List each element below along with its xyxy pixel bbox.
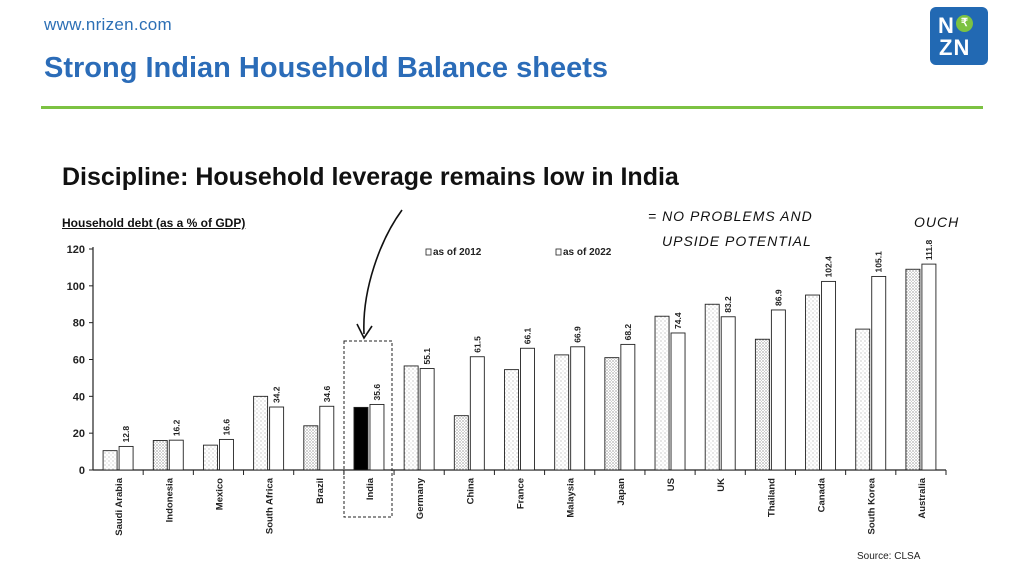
data-label: 55.1 [422, 348, 432, 365]
data-label: 16.2 [171, 419, 181, 436]
category-label: Japan [616, 478, 627, 506]
y-tick-label: 40 [73, 391, 85, 403]
bar-2012 [504, 369, 519, 471]
handwritten-note-ouch: OUCH [914, 214, 959, 230]
chart-heading: Discipline: Household leverage remains l… [62, 163, 679, 191]
category-label: South Korea [867, 477, 878, 534]
data-label: 34.2 [272, 386, 282, 403]
bar-2022 [921, 263, 937, 471]
data-label: 61.5 [472, 336, 482, 353]
chart-labels: 12.8 Saudi Arabia 16.2 Indonesia 16.6 Mexico 3… [114, 239, 934, 535]
category-label: Saudi Arabia [114, 477, 125, 535]
category-label: UK [716, 478, 727, 492]
category-label: Indonesia [164, 477, 175, 522]
bar-2022 [168, 439, 184, 471]
legend-label-2022: as of 2022 [563, 247, 612, 258]
data-label: 66.9 [573, 326, 583, 343]
logo-letters-zn: ZN [939, 35, 971, 60]
bar-2022 [469, 356, 485, 471]
data-label: 68.2 [623, 324, 633, 341]
category-label: Canada [817, 477, 828, 512]
bar-2012 [554, 354, 570, 471]
bar-2012 [754, 338, 770, 471]
y-tick-label: 120 [67, 244, 85, 256]
handwritten-note-line2: UPSIDE POTENTIAL [662, 233, 812, 249]
data-label: 102.4 [824, 256, 834, 278]
bar-2012 [353, 406, 369, 471]
bar-2022 [821, 280, 837, 471]
data-label: 111.8 [924, 239, 934, 260]
bar-2022 [620, 343, 636, 471]
y-tick-label: 20 [73, 428, 85, 440]
bar-2022 [570, 346, 586, 471]
handdrawn-arrow [363, 209, 403, 335]
data-label: 16.6 [221, 419, 231, 436]
data-label: 12.8 [121, 426, 131, 443]
site-url[interactable]: www.nrizen.com [44, 15, 172, 34]
rupee-coin-icon: ₹ [956, 15, 973, 32]
bar-2022 [218, 438, 234, 471]
legend-label-2012: as of 2012 [433, 247, 482, 258]
bar-2012 [152, 440, 168, 471]
data-label: 83.2 [723, 296, 733, 313]
data-label: 34.6 [322, 385, 332, 402]
nrizen-logo: N ₹ ZN [930, 7, 988, 65]
y-tick-label: 80 [73, 318, 85, 330]
bar-2022 [520, 347, 535, 471]
legend-swatch-2012 [425, 248, 432, 256]
category-label: France [516, 478, 527, 509]
category-label: Mexico [214, 478, 225, 510]
bar-2012 [855, 328, 871, 471]
bar-2022 [871, 275, 887, 471]
page-title: Strong Indian Household Balance sheets [44, 52, 608, 84]
category-label: Thailand [766, 478, 777, 517]
category-label: US [666, 478, 677, 491]
bar-2012 [453, 415, 469, 471]
bar-2012 [905, 268, 921, 471]
handwritten-note-line1: = NO PROBLEMS AND [648, 208, 813, 224]
bar-2022 [369, 403, 385, 471]
y-tick-label: 0 [79, 465, 85, 477]
category-label: Germany [415, 477, 426, 519]
bar-2012 [654, 315, 670, 471]
bar-2012 [202, 444, 218, 471]
chart-title: Household debt (as a % of GDP) [62, 216, 246, 230]
y-tick-label: 100 [67, 281, 85, 293]
category-label: South Africa [265, 477, 276, 534]
bar-2012 [253, 395, 269, 471]
bar-2012 [403, 365, 419, 471]
category-label: China [465, 477, 476, 504]
legend-swatch-2022 [555, 248, 562, 256]
bar-2022 [319, 405, 335, 471]
india-highlight-box [343, 340, 393, 518]
arrow-head-icon [356, 323, 373, 340]
bar-2012 [805, 294, 821, 471]
bar-2022 [770, 309, 786, 471]
y-tick-label: 60 [73, 355, 85, 367]
category-label: India [365, 477, 376, 500]
bar-2012 [102, 450, 118, 471]
chart-axes: 0 20 40 60 80 100 120 [67, 244, 947, 477]
bar-2022 [118, 445, 134, 471]
data-label: 74.4 [673, 312, 683, 329]
title-divider [41, 106, 983, 109]
chart-bars [102, 263, 937, 471]
bar-2022 [720, 316, 736, 471]
category-label: Australia [917, 477, 928, 518]
data-label: 105.1 [874, 251, 884, 273]
category-label: Malaysia [566, 477, 577, 517]
bar-2012 [303, 425, 319, 471]
logo-letter-n: N [938, 13, 954, 38]
bar-2022 [670, 332, 686, 471]
bar-2012 [704, 303, 720, 471]
bar-2012 [604, 357, 620, 471]
category-label: Brazil [315, 478, 326, 504]
bar-2022 [269, 406, 285, 471]
data-label: 66.1 [523, 327, 533, 344]
source-note: Source: CLSA [857, 551, 921, 562]
data-label: 86.9 [773, 289, 783, 306]
data-label: 35.6 [372, 384, 382, 401]
bar-2022 [419, 368, 435, 471]
